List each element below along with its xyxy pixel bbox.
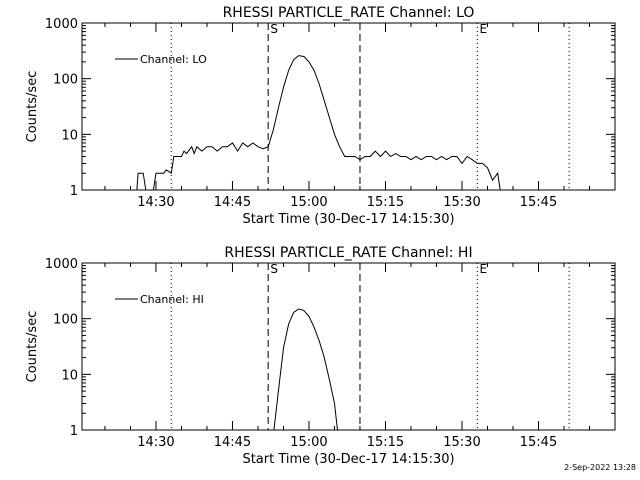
x-tick-label: 14:45	[214, 435, 251, 450]
plot-frame	[81, 22, 616, 191]
marker-label: S	[270, 262, 278, 276]
y-tick-label: 100	[53, 313, 78, 328]
x-axis-label: Start Time (30-Dec-17 14:15:30)	[242, 452, 454, 467]
x-axis-label: Start Time (30-Dec-17 14:15:30)	[242, 212, 454, 227]
x-tick-label: 15:15	[367, 195, 404, 210]
x-tick-label: 14:30	[137, 435, 174, 450]
y-tick-label: 1	[70, 424, 78, 439]
legend-entry: Channel: LO	[140, 53, 207, 66]
x-tick-label: 15:00	[290, 435, 327, 450]
x-tick-label: 15:30	[443, 195, 480, 210]
x-tick-label: 14:45	[214, 195, 251, 210]
footer-timestamp: 2-Sep-2022 13:28	[564, 463, 636, 472]
y-tick-label: 1000	[45, 17, 78, 32]
chart-panel-2: RHESSI PARTICLE_RATE Channel: HI 1 10 100 10…	[25, 245, 616, 467]
chart-title: RHESSI PARTICLE_RATE Channel: LO	[223, 5, 475, 21]
x-tick-label: 15:00	[290, 195, 327, 210]
y-axis-label: Counts/sec	[25, 71, 40, 143]
legend-entry: Channel: HI	[140, 293, 204, 306]
x-tick-label: 15:45	[520, 435, 557, 450]
x-tick-label: 14:30	[137, 195, 174, 210]
y-tick-label: 1	[70, 184, 78, 199]
chart-panel-1: RHESSI PARTICLE_RATE Channel: LO 1 10 100 10…	[25, 5, 616, 227]
x-tick-label: 15:15	[367, 435, 404, 450]
y-tick-label: 10	[61, 368, 78, 383]
series-line	[136, 55, 501, 190]
x-tick-label: 15:45	[520, 195, 557, 210]
y-tick-label: 10	[61, 128, 78, 143]
series-line	[273, 308, 339, 430]
marker-label: S	[270, 22, 278, 36]
marker-label: E	[479, 262, 487, 276]
y-tick-label: 100	[53, 73, 78, 88]
x-tick-label: 15:30	[443, 435, 480, 450]
y-axis-label: Counts/sec	[25, 311, 40, 383]
marker-label: E	[479, 22, 487, 36]
y-tick-label: 1000	[45, 257, 78, 272]
chart-title: RHESSI PARTICLE_RATE Channel: HI	[224, 245, 472, 261]
plot-frame	[81, 262, 616, 431]
